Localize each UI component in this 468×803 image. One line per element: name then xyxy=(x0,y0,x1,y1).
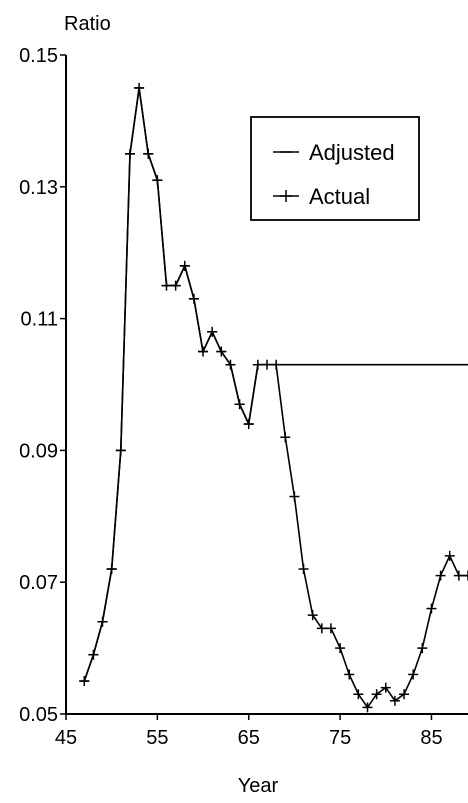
data-point-actual xyxy=(252,359,263,370)
x-tick-label: 85 xyxy=(420,727,442,749)
y-axis-title: Ratio xyxy=(64,13,111,35)
data-point-actual xyxy=(335,643,346,654)
data-point-actual xyxy=(198,346,209,357)
legend-box xyxy=(250,116,420,221)
data-point-actual xyxy=(316,623,327,634)
data-point-actual xyxy=(79,676,90,687)
data-point-actual xyxy=(289,491,300,502)
data-point-actual xyxy=(115,445,126,456)
y-tick-label: 0.07 xyxy=(19,572,58,594)
data-point-actual xyxy=(216,346,227,357)
legend-label-actual: Actual xyxy=(309,184,370,209)
data-point-actual xyxy=(453,570,464,581)
data-point-actual xyxy=(188,293,199,304)
legend: Adjusted Actual xyxy=(250,116,420,221)
data-point-actual xyxy=(207,326,218,337)
data-point-actual xyxy=(161,280,172,291)
data-point-actual xyxy=(417,643,428,654)
x-axis-title: Year xyxy=(238,775,279,797)
data-point-actual xyxy=(435,570,446,581)
data-point-actual xyxy=(262,359,272,370)
data-point-actual xyxy=(371,689,382,700)
data-point-actual xyxy=(179,260,190,271)
data-point-actual xyxy=(389,695,400,706)
data-point-actual xyxy=(243,419,254,430)
axes: 0.05 0.07 0.09 0.11 0.13 0.15 45 55 65 75 85 xyxy=(19,45,468,749)
data-point-actual xyxy=(88,649,99,660)
y-tick-label: 0.11 xyxy=(21,309,58,331)
data-point-actual xyxy=(353,689,364,700)
y-tick-label: 0.15 xyxy=(19,45,58,67)
data-point-actual xyxy=(280,432,291,443)
data-point-actual xyxy=(463,570,468,581)
data-point-actual xyxy=(307,610,318,621)
data-point-actual xyxy=(408,669,419,680)
data-point-actual xyxy=(271,359,282,370)
y-tick-label: 0.13 xyxy=(19,177,58,199)
data-point-actual xyxy=(298,564,309,575)
y-tick-label: 0.05 xyxy=(19,704,58,726)
x-tick-label: 75 xyxy=(329,727,351,749)
plot-area xyxy=(79,82,468,713)
data-point-actual xyxy=(152,175,163,186)
data-point-actual xyxy=(225,359,236,370)
data-point-actual xyxy=(134,82,145,93)
x-tick-label: 65 xyxy=(238,727,260,749)
x-tick-label: 45 xyxy=(55,727,77,749)
data-point-actual xyxy=(143,148,154,159)
data-point-actual xyxy=(124,148,135,159)
legend-label-adjusted: Adjusted xyxy=(309,140,395,165)
data-point-actual xyxy=(426,603,437,614)
data-point-actual xyxy=(399,689,410,700)
y-tick-label: 0.09 xyxy=(19,440,58,462)
legend-marker-actual xyxy=(280,190,292,202)
data-point-actual xyxy=(362,702,373,713)
data-point-actual xyxy=(380,682,391,693)
data-point-actual xyxy=(234,399,245,410)
data-point-actual xyxy=(170,280,181,291)
data-point-actual xyxy=(325,623,336,634)
data-point-actual xyxy=(344,669,355,680)
data-point-actual xyxy=(106,564,117,575)
data-point-actual xyxy=(97,616,108,627)
data-point-actual xyxy=(444,550,455,561)
x-tick-label: 55 xyxy=(146,727,168,749)
